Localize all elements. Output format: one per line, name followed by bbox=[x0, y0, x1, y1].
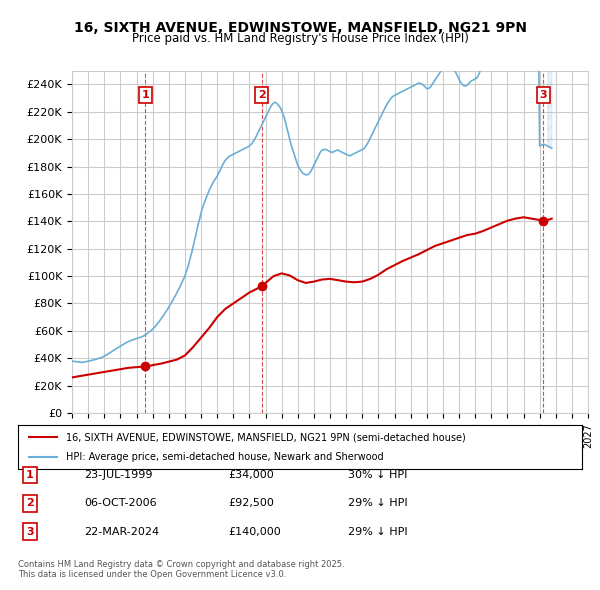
Text: 30% ↓ HPI: 30% ↓ HPI bbox=[348, 470, 407, 480]
Text: £140,000: £140,000 bbox=[228, 527, 281, 536]
Text: 2: 2 bbox=[26, 499, 34, 508]
Text: 2: 2 bbox=[258, 90, 266, 100]
Text: 06-OCT-2006: 06-OCT-2006 bbox=[84, 499, 157, 508]
Text: 3: 3 bbox=[539, 90, 547, 100]
Text: 1: 1 bbox=[26, 470, 34, 480]
Text: HPI: Average price, semi-detached house, Newark and Sherwood: HPI: Average price, semi-detached house,… bbox=[66, 452, 383, 461]
Text: Price paid vs. HM Land Registry's House Price Index (HPI): Price paid vs. HM Land Registry's House … bbox=[131, 32, 469, 45]
Text: 29% ↓ HPI: 29% ↓ HPI bbox=[348, 499, 407, 508]
Text: 16, SIXTH AVENUE, EDWINSTOWE, MANSFIELD, NG21 9PN: 16, SIXTH AVENUE, EDWINSTOWE, MANSFIELD,… bbox=[74, 21, 527, 35]
Text: 3: 3 bbox=[26, 527, 34, 536]
Text: Contains HM Land Registry data © Crown copyright and database right 2025.
This d: Contains HM Land Registry data © Crown c… bbox=[18, 560, 344, 579]
Text: 1: 1 bbox=[142, 90, 149, 100]
Text: 29% ↓ HPI: 29% ↓ HPI bbox=[348, 527, 407, 536]
Text: £34,000: £34,000 bbox=[228, 470, 274, 480]
Text: 16, SIXTH AVENUE, EDWINSTOWE, MANSFIELD, NG21 9PN (semi-detached house): 16, SIXTH AVENUE, EDWINSTOWE, MANSFIELD,… bbox=[66, 432, 466, 442]
Text: 23-JUL-1999: 23-JUL-1999 bbox=[84, 470, 152, 480]
Text: £92,500: £92,500 bbox=[228, 499, 274, 508]
Text: 22-MAR-2024: 22-MAR-2024 bbox=[84, 527, 159, 536]
